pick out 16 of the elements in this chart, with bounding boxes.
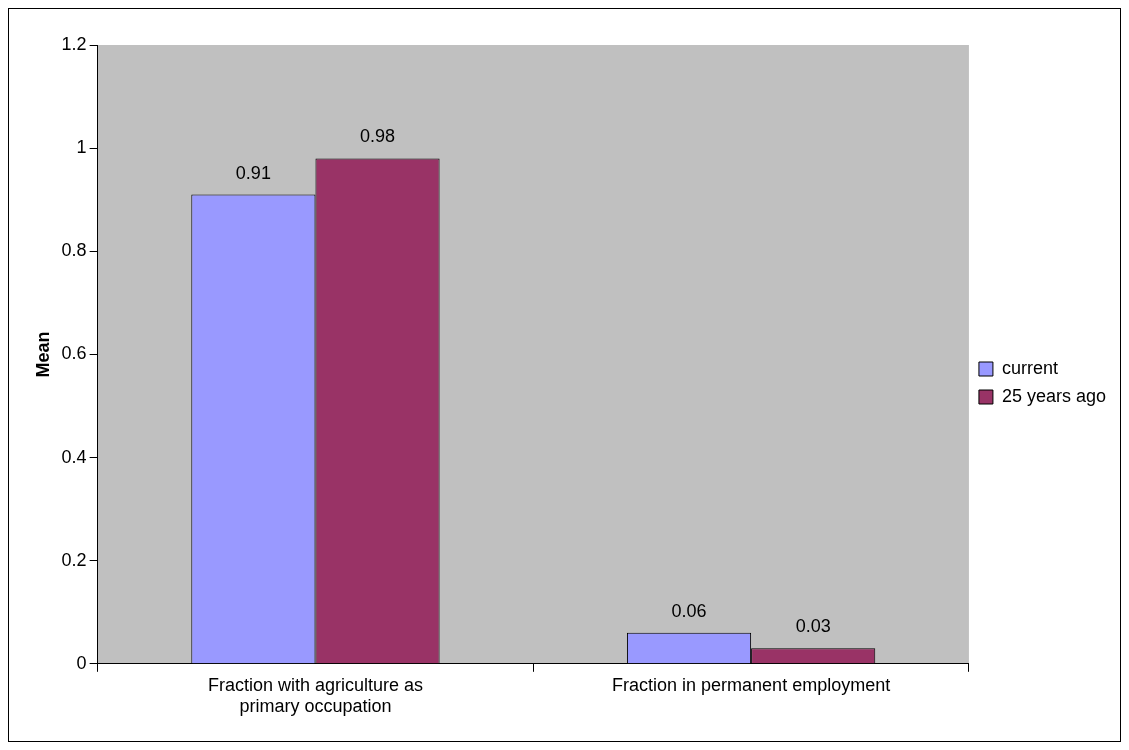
y-axis-title: Mean (32, 331, 53, 378)
y-tick-label: 1.2 (61, 33, 87, 54)
y-tick-label: 0.6 (61, 343, 87, 364)
data-label: 0.06 (671, 600, 707, 621)
y-tick-label: 0 (76, 652, 87, 673)
data-label: 0.03 (795, 616, 831, 637)
legend-label: 25 years ago (1001, 385, 1107, 406)
data-label: 0.91 (235, 162, 271, 183)
legend-label: current (1001, 357, 1058, 378)
x-tick-label: Fraction with agriculture as primary occupation (207, 674, 423, 717)
y-tick-label: 0.8 (61, 240, 87, 261)
x-tick-label: Fraction in permanent employment (612, 674, 891, 695)
y-tick-label: 0.4 (61, 446, 87, 467)
data-label: 0.98 (360, 126, 396, 147)
y-tick-label: 0.2 (61, 549, 87, 570)
y-tick-label: 1 (76, 137, 87, 158)
